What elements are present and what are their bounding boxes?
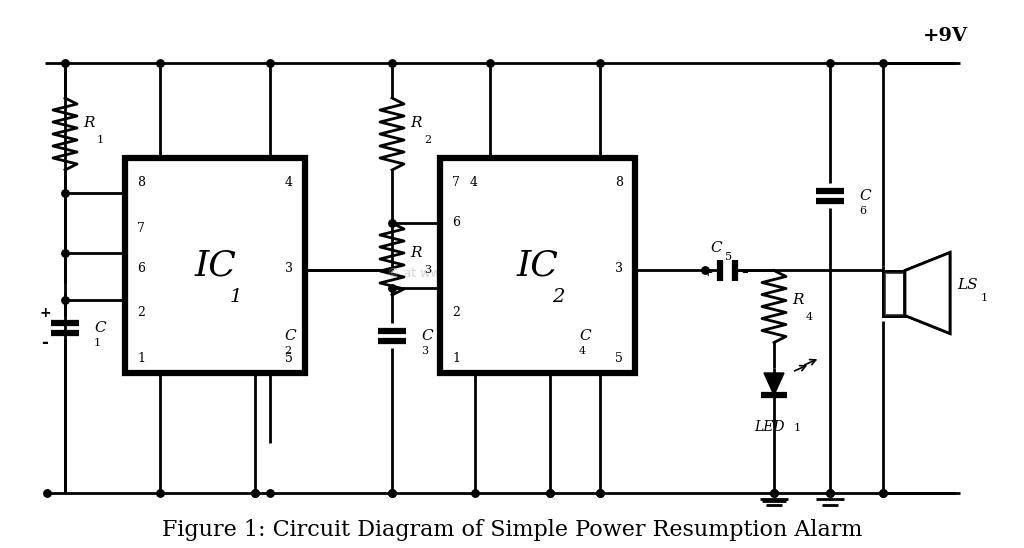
Text: 2: 2 <box>553 288 565 305</box>
Text: Figure 1: Circuit Diagram of Simple Power Resumption Alarm: Figure 1: Circuit Diagram of Simple Powe… <box>162 519 862 541</box>
Bar <box>883 271 905 316</box>
Text: 1: 1 <box>137 351 145 364</box>
Text: 5: 5 <box>615 351 623 364</box>
Text: 6: 6 <box>137 261 145 275</box>
Bar <box>883 271 905 316</box>
Text: 1: 1 <box>94 338 101 348</box>
Text: R: R <box>410 116 422 130</box>
Text: 3: 3 <box>285 261 293 275</box>
Text: 4: 4 <box>285 176 293 190</box>
Text: R: R <box>410 246 422 260</box>
Text: C: C <box>421 329 432 343</box>
Text: 1: 1 <box>981 293 988 303</box>
Text: C: C <box>94 321 105 335</box>
Text: IC: IC <box>516 248 558 283</box>
Text: LS: LS <box>957 278 978 292</box>
Text: -: - <box>741 264 748 282</box>
Bar <box>125 158 305 373</box>
Text: +: + <box>702 266 713 279</box>
Text: 2: 2 <box>137 306 144 319</box>
Polygon shape <box>905 253 950 334</box>
Text: 1: 1 <box>97 135 104 145</box>
Bar <box>885 272 903 313</box>
Text: 1: 1 <box>794 423 801 433</box>
Text: 3: 3 <box>615 261 623 275</box>
Text: 5: 5 <box>725 253 732 262</box>
Text: C: C <box>710 242 722 255</box>
Text: 4: 4 <box>470 176 478 190</box>
Text: 4: 4 <box>579 346 586 356</box>
Text: +: + <box>39 306 51 320</box>
Text: R: R <box>83 116 94 130</box>
Text: 7: 7 <box>452 176 460 190</box>
Text: © at www.bestengineeringprojects.com: © at www.bestengineeringprojects.com <box>387 267 637 281</box>
Bar <box>440 158 635 373</box>
Text: IC: IC <box>195 248 236 283</box>
Text: C: C <box>859 189 870 203</box>
Text: 3: 3 <box>424 265 431 275</box>
Text: 2: 2 <box>284 346 291 356</box>
Text: 6: 6 <box>859 206 866 216</box>
Text: R: R <box>792 294 804 307</box>
Polygon shape <box>764 373 784 395</box>
Polygon shape <box>905 253 950 334</box>
Text: 7: 7 <box>137 221 144 235</box>
Text: 5: 5 <box>285 351 293 364</box>
Text: 4: 4 <box>806 312 813 323</box>
Text: LED: LED <box>754 420 784 434</box>
Text: 8: 8 <box>137 176 145 190</box>
Text: 6: 6 <box>452 216 460 230</box>
Text: 2: 2 <box>424 135 431 145</box>
Text: -: - <box>42 334 48 352</box>
Text: 3: 3 <box>421 346 428 356</box>
Text: 8: 8 <box>615 176 623 190</box>
Text: +9V: +9V <box>923 27 968 45</box>
Text: 1: 1 <box>452 351 460 364</box>
Text: C: C <box>579 329 591 343</box>
Text: 1: 1 <box>230 288 243 305</box>
Text: 2: 2 <box>452 306 460 319</box>
Text: C: C <box>284 329 296 343</box>
